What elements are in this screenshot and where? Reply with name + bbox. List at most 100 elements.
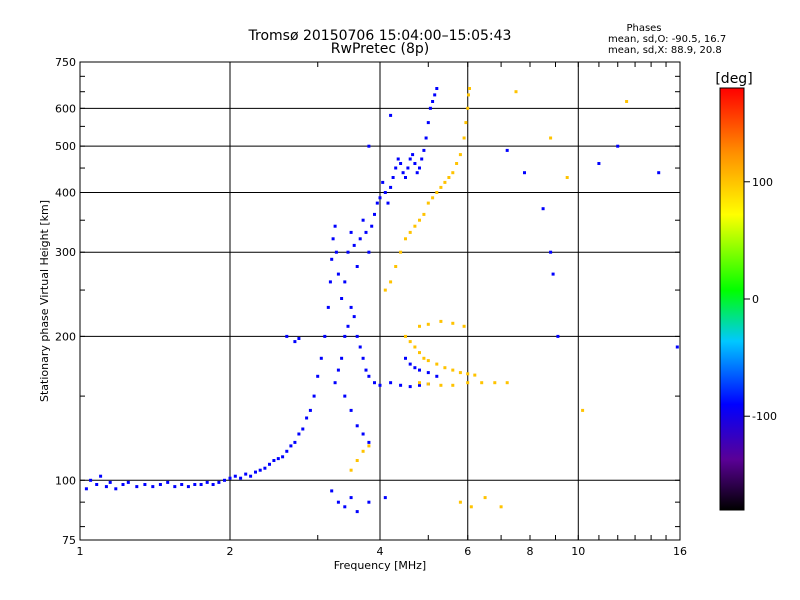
data-point [336, 272, 340, 276]
data-point [340, 297, 344, 300]
data-point [343, 394, 347, 398]
data-point [549, 136, 553, 140]
data-point [418, 368, 421, 372]
data-point [333, 381, 337, 385]
data-point [404, 237, 407, 241]
data-point [422, 212, 426, 216]
data-point [293, 340, 297, 344]
data-point [394, 265, 398, 268]
data-point [143, 483, 147, 486]
data-point [361, 218, 365, 222]
data-point [413, 366, 417, 370]
data-point [439, 185, 443, 189]
data-point [443, 180, 447, 184]
data-point [364, 230, 368, 234]
data-point [556, 334, 560, 338]
data-point [505, 381, 509, 385]
data-point [99, 474, 103, 478]
data-point [435, 87, 439, 90]
data-point [352, 315, 356, 319]
data-point [466, 381, 470, 385]
data-point [394, 166, 398, 170]
data-point [426, 322, 430, 326]
data-point [104, 485, 108, 489]
data-point [249, 474, 253, 478]
data-point [361, 432, 365, 436]
data-point [391, 176, 395, 179]
data-point [223, 478, 226, 482]
data-point [305, 416, 309, 420]
data-point [293, 440, 297, 444]
data-point [364, 368, 368, 372]
x-tick-label: 2 [227, 545, 234, 558]
data-point [408, 340, 412, 344]
data-point [426, 201, 430, 205]
data-point [340, 356, 344, 360]
data-point [239, 476, 243, 480]
data-point [244, 472, 248, 476]
data-points [84, 87, 679, 514]
data-point [428, 106, 432, 110]
x-tick-label: 10 [571, 545, 585, 558]
data-point [499, 505, 503, 509]
data-point [367, 440, 371, 444]
data-point [375, 201, 379, 205]
data-point [408, 385, 412, 389]
data-point [323, 334, 327, 338]
data-point [312, 394, 316, 398]
tick-marks [79, 61, 681, 541]
data-point [263, 466, 267, 470]
data-point [415, 171, 419, 175]
data-point [233, 474, 237, 478]
data-point [581, 408, 585, 412]
grid-lines [80, 62, 680, 540]
y-tick-label: 400 [55, 186, 76, 199]
data-point [349, 305, 353, 309]
data-point [95, 483, 99, 486]
y-tick-label: 750 [55, 56, 76, 69]
y-tick-label: 200 [55, 330, 76, 343]
data-point [458, 153, 462, 157]
data-point [401, 171, 405, 175]
data-point [114, 487, 118, 491]
data-point [151, 485, 155, 489]
y-tick-label: 75 [62, 534, 76, 547]
data-point [358, 237, 362, 241]
data-point [349, 468, 353, 472]
data-point [367, 500, 371, 504]
colorbar-ticks: 100 0 -100 [744, 176, 777, 423]
data-point [411, 153, 415, 157]
data-point [326, 305, 330, 309]
data-point [426, 121, 430, 125]
data-point [297, 337, 301, 340]
data-point [180, 483, 184, 486]
data-point [404, 334, 407, 338]
stats-heading: Phases [626, 23, 661, 34]
data-point [464, 121, 468, 125]
data-point [135, 485, 139, 489]
data-point [373, 381, 376, 385]
data-point [361, 356, 365, 360]
y-tick-labels: 75 100 200 300 400 500 600 750 [55, 56, 76, 547]
data-point [205, 480, 209, 484]
data-point [258, 468, 262, 472]
colorbar-tick-label: -100 [752, 410, 777, 423]
chart-title: Tromsø 20150706 15:04:00–15:05:43 [248, 28, 512, 44]
data-point [331, 237, 335, 241]
data-point [616, 144, 620, 148]
data-point [355, 510, 359, 514]
data-point [404, 356, 407, 360]
stats-line-o: mean, sd,O: -90.5, 16.7 [608, 34, 726, 45]
data-point [447, 176, 451, 179]
data-point [297, 432, 301, 436]
data-point [343, 505, 347, 509]
data-point [597, 162, 601, 165]
data-point [418, 166, 421, 170]
data-point [254, 470, 257, 474]
y-tick-label: 600 [55, 102, 76, 115]
data-point [657, 171, 661, 175]
data-point [355, 334, 359, 338]
data-point [418, 383, 421, 387]
data-point [285, 449, 289, 453]
